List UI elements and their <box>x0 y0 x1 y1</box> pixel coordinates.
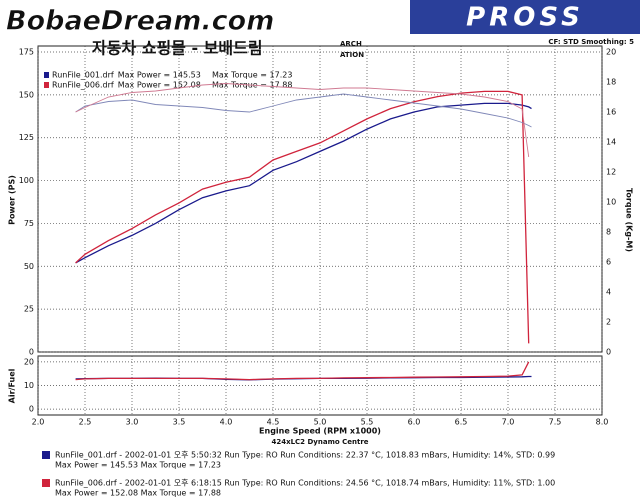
y2-tick-label: 18 <box>606 78 616 87</box>
legend-stat: Max Torque = 17.23 <box>212 71 292 80</box>
x-tick-label: 5.5 <box>361 418 374 427</box>
x-tick-label: 4.0 <box>220 418 233 427</box>
run-info: RunFile_001.drf - 2002-01-01 오후 5:50:32 … <box>55 451 555 460</box>
y2-tick-label: 10 <box>606 198 616 207</box>
y2-tick-label: 8 <box>606 228 611 237</box>
run-stats: Max Power = 152.08 Max Torque = 17.88 <box>55 489 221 498</box>
x-tick-label: 4.5 <box>267 418 280 427</box>
x-tick-label: 6.5 <box>455 418 468 427</box>
centre: 424xLC2 Dynamo Centre <box>271 438 368 446</box>
x-axis-title: Engine Speed (RPM x1000) <box>259 427 381 436</box>
y-tick-label: 10 <box>24 381 34 390</box>
legend-swatch <box>44 72 49 78</box>
series-line <box>75 361 530 381</box>
y-tick-label: 125 <box>19 133 34 142</box>
subtitle: 자동차 쇼핑몰 - 보배드림 <box>92 39 263 58</box>
x-tick-label: 8.0 <box>596 418 609 427</box>
x-tick-label: 3.5 <box>173 418 186 427</box>
y-axis-title: Air/Fuel <box>8 368 17 403</box>
y2-tick-label: 6 <box>606 258 611 267</box>
series-line <box>75 90 530 344</box>
y2-tick-label: 2 <box>606 318 611 327</box>
brand: PROSS <box>466 3 584 33</box>
run-swatch <box>42 479 50 487</box>
y2-tick-label: 14 <box>606 138 616 147</box>
x-tick-label: 7.5 <box>549 418 562 427</box>
series-line <box>75 93 532 128</box>
run-info: RunFile_006.drf - 2002-01-01 오후 6:18:15 … <box>55 479 555 488</box>
y2-tick-label: 0 <box>606 348 611 357</box>
settings: CF: STD Smoothing: 5 <box>548 38 634 46</box>
x-tick-label: 7.0 <box>502 418 515 427</box>
legend-stat: Max Power = 145.53 <box>118 71 201 80</box>
legend-stat: Max Power = 152.08 <box>118 81 201 90</box>
y-tick-label: 0 <box>29 405 34 414</box>
x-tick-label: 5.0 <box>314 418 327 427</box>
y2-tick-label: 12 <box>606 168 616 177</box>
series-line <box>75 102 532 264</box>
y2-axis-title: Torque (Kg-M) <box>625 188 634 252</box>
legend-label: RunFile_006.drf <box>52 81 114 90</box>
logo: BobaeDream.com <box>6 6 274 37</box>
partial-text: ARCH <box>340 40 362 48</box>
x-tick-label: 6.0 <box>408 418 421 427</box>
y2-tick-label: 4 <box>606 288 611 297</box>
y-tick-label: 75 <box>24 219 34 228</box>
legend-label: RunFile_001.drf <box>52 71 114 80</box>
y-axis-title: Power (PS) <box>8 175 17 225</box>
x-tick-label: 2.0 <box>32 418 45 427</box>
y-tick-label: 50 <box>24 262 34 271</box>
x-tick-label: 3.0 <box>126 418 139 427</box>
partial-text: ATION <box>340 51 364 59</box>
y2-tick-label: 20 <box>606 48 616 57</box>
y-tick-label: 100 <box>19 176 34 185</box>
series-line <box>75 83 530 158</box>
y-tick-label: 25 <box>24 305 34 314</box>
y-tick-label: 0 <box>29 348 34 357</box>
brand-banner <box>410 0 640 34</box>
legend-swatch <box>44 82 49 88</box>
y-tick-label: 150 <box>19 90 34 99</box>
x-tick-label: 2.5 <box>79 418 92 427</box>
run-swatch <box>42 451 50 459</box>
run-stats: Max Power = 145.53 Max Torque = 17.23 <box>55 461 221 470</box>
y-tick-label: 20 <box>24 357 34 366</box>
y2-tick-label: 16 <box>606 108 616 117</box>
y-tick-label: 175 <box>19 48 34 57</box>
